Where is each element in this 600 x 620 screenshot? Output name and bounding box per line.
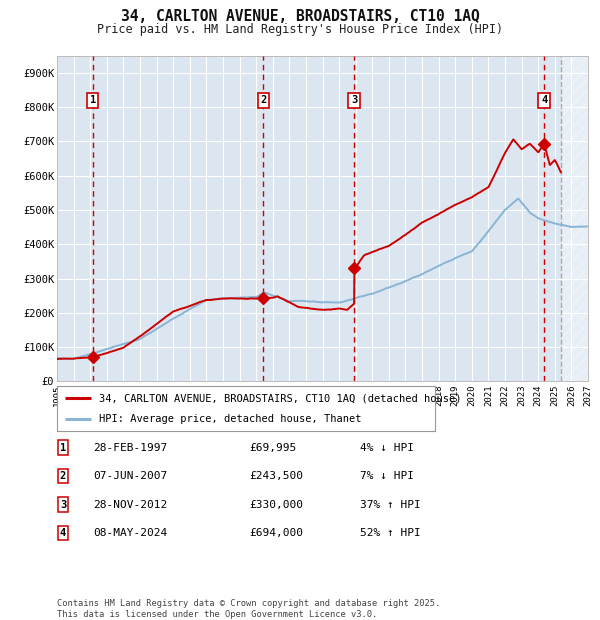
Text: 1: 1 [89,95,96,105]
Text: 28-FEB-1997: 28-FEB-1997 [93,443,167,453]
Text: 4: 4 [541,95,547,105]
Text: £69,995: £69,995 [249,443,296,453]
Text: 34, CARLTON AVENUE, BROADSTAIRS, CT10 1AQ: 34, CARLTON AVENUE, BROADSTAIRS, CT10 1A… [121,9,479,24]
Bar [561,56,588,381]
Text: 28-NOV-2012: 28-NOV-2012 [93,500,167,510]
Text: 08-MAY-2024: 08-MAY-2024 [93,528,167,538]
Text: Price paid vs. HM Land Registry's House Price Index (HPI): Price paid vs. HM Land Registry's House … [97,23,503,36]
Text: 3: 3 [60,500,66,510]
Text: 1: 1 [60,443,66,453]
Text: 4% ↓ HPI: 4% ↓ HPI [360,443,414,453]
Text: 34, CARLTON AVENUE, BROADSTAIRS, CT10 1AQ (detached house): 34, CARLTON AVENUE, BROADSTAIRS, CT10 1A… [98,393,461,404]
Text: 3: 3 [351,95,358,105]
Text: HPI: Average price, detached house, Thanet: HPI: Average price, detached house, Than… [98,414,361,424]
Text: 52% ↑ HPI: 52% ↑ HPI [360,528,421,538]
Text: 4: 4 [60,528,66,538]
Text: £694,000: £694,000 [249,528,303,538]
Text: 2: 2 [260,95,266,105]
Text: 37% ↑ HPI: 37% ↑ HPI [360,500,421,510]
Text: £330,000: £330,000 [249,500,303,510]
Text: 7% ↓ HPI: 7% ↓ HPI [360,471,414,481]
Text: £243,500: £243,500 [249,471,303,481]
Text: 07-JUN-2007: 07-JUN-2007 [93,471,167,481]
Text: Contains HM Land Registry data © Crown copyright and database right 2025.
This d: Contains HM Land Registry data © Crown c… [57,600,440,619]
Text: 2: 2 [60,471,66,481]
